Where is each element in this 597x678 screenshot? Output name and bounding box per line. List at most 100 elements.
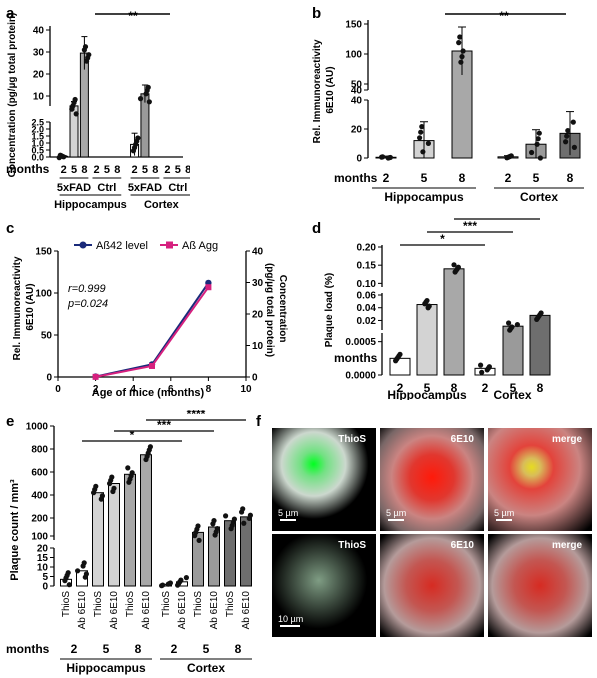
y-tick-label: 10 — [33, 92, 45, 103]
y-tick-label: 0.5 — [31, 146, 44, 156]
micrograph-merge-top: merge 5 µm — [488, 428, 592, 531]
region-labels-d: Hippocampus Cortex — [387, 388, 532, 400]
data-point — [83, 571, 89, 577]
panel-letter-a: a — [6, 5, 15, 22]
region-label: Hippocampus — [54, 199, 127, 211]
bar-label: Ab 6E10 — [177, 591, 188, 630]
y-tick-label: 0.06 — [357, 291, 377, 302]
month-tick-label: 5 — [104, 164, 110, 176]
ylabel-a: Concentration (pg/µg total protein) — [7, 13, 18, 178]
y-tick-label: 10 — [37, 563, 49, 574]
region-label: Cortex — [187, 661, 225, 675]
bars-a — [56, 36, 152, 161]
bar — [208, 526, 220, 587]
month-tick-label: 8 — [235, 642, 242, 656]
month-tick-label: 5 — [103, 642, 110, 656]
panel-letter-e: e — [6, 413, 14, 430]
bar-label: ThioS — [161, 591, 172, 617]
chart-b: b Rel. Immunoreactivity 6E10 (AU) 405010… — [312, 5, 584, 204]
bar-label: ThioS — [61, 591, 72, 617]
bar — [502, 325, 524, 376]
data-point — [420, 149, 426, 155]
data-point — [231, 516, 237, 522]
y-tick-label: 1.0 — [31, 139, 44, 149]
stat-r-c: r=0.999 — [68, 283, 106, 295]
bar-label: Ab 6E10 — [109, 591, 120, 630]
y-right-tick-label: 30 — [252, 278, 264, 289]
data-point — [109, 474, 115, 480]
data-point — [247, 512, 253, 518]
data-point — [240, 506, 246, 512]
ylabel-c-left-line1: Rel. Immunoreactivity — [12, 256, 23, 360]
ylabel-c-right-line2: (pg/µg total protein) — [264, 263, 275, 357]
data-point — [86, 52, 92, 58]
bar — [474, 367, 496, 376]
data-point — [534, 141, 540, 147]
data-point — [93, 483, 99, 489]
data-point — [418, 129, 424, 135]
month-tick-label: 2 — [505, 171, 512, 185]
data-point — [563, 139, 569, 145]
month-tick-label: 5 — [203, 642, 210, 656]
data-point — [571, 144, 577, 150]
data-point — [99, 493, 105, 499]
group-label: 5xFAD — [128, 182, 162, 194]
months-label-b: months — [334, 171, 378, 185]
data-point — [72, 96, 78, 103]
scale-bar — [280, 625, 300, 627]
x-tick-label: 2 — [93, 384, 99, 395]
data-point — [451, 262, 457, 268]
months-label-e: months — [6, 642, 50, 656]
y-tick-label: 40 — [351, 96, 363, 107]
x-tick-label: 4 — [130, 384, 136, 395]
region-labels-e: Hippocampus Cortex — [60, 658, 252, 675]
bar — [389, 357, 411, 376]
data-point — [387, 154, 393, 161]
micrograph-6e10-bottom: 6E10 — [380, 534, 484, 637]
data-point — [509, 324, 515, 330]
y-axis-a: 10 20 30 40 0.00.51.01.52.02.5 — [31, 26, 183, 163]
ylabel-b: Rel. Immunoreactivity 6E10 (AU) — [312, 37, 336, 144]
months-label-d: months — [334, 351, 378, 365]
bar — [140, 454, 152, 587]
y-tick-label: 0.02 — [357, 316, 377, 327]
data-point — [479, 369, 485, 375]
bars-e — [60, 444, 253, 589]
region-labels-b: Hippocampus Cortex — [372, 187, 584, 204]
xlabel-c: Age of mice (months) — [92, 387, 205, 399]
y-tick-label: 20 — [37, 544, 49, 555]
micrograph-merge-bottom: merge — [488, 534, 592, 637]
legend-label: Aß Agg — [182, 240, 218, 252]
month-tick-label: 8 — [152, 164, 158, 176]
bar-labels-e: ThioS Ab 6E10 ThioS Ab 6E10 ThioS Ab 6E10 Thio… — [61, 591, 252, 630]
bar — [416, 304, 438, 376]
month-tick-label: 2 — [482, 381, 489, 395]
series-point — [149, 362, 155, 369]
micrograph-label: merge — [551, 434, 582, 445]
sig-label: **** — [488, 215, 507, 220]
month-tick-label: 2 — [383, 171, 390, 185]
y-right-tick-label: 40 — [252, 247, 264, 258]
data-point — [506, 320, 512, 326]
bar-label: Ab 6E10 — [77, 591, 88, 630]
micrograph-6e10-top: 6E10 5 µm — [380, 428, 484, 531]
month-tick-label: 8 — [135, 642, 142, 656]
data-point — [147, 444, 153, 450]
month-tick-label: 2 — [61, 164, 67, 176]
data-point — [455, 264, 461, 270]
series-point — [92, 373, 99, 380]
scale-bar-label: 5 µm — [386, 508, 407, 518]
ylabel-c-right-line1: Concentration — [277, 275, 288, 343]
panel-letter-f: f — [256, 413, 262, 430]
bar-label: ThioS — [93, 591, 104, 617]
micrograph-label: ThioS — [338, 434, 366, 445]
month-tick-label: 2 — [171, 642, 178, 656]
data-point — [211, 518, 217, 524]
y-right-tick-label: 20 — [252, 310, 264, 321]
y-left-tick-label: 50 — [41, 331, 53, 342]
x-tick-label: 10 — [240, 384, 252, 395]
sig-label: * — [440, 232, 445, 246]
y-tick-label: 100 — [345, 50, 362, 61]
data-point — [456, 40, 462, 46]
region-label: Cortex — [493, 388, 531, 400]
